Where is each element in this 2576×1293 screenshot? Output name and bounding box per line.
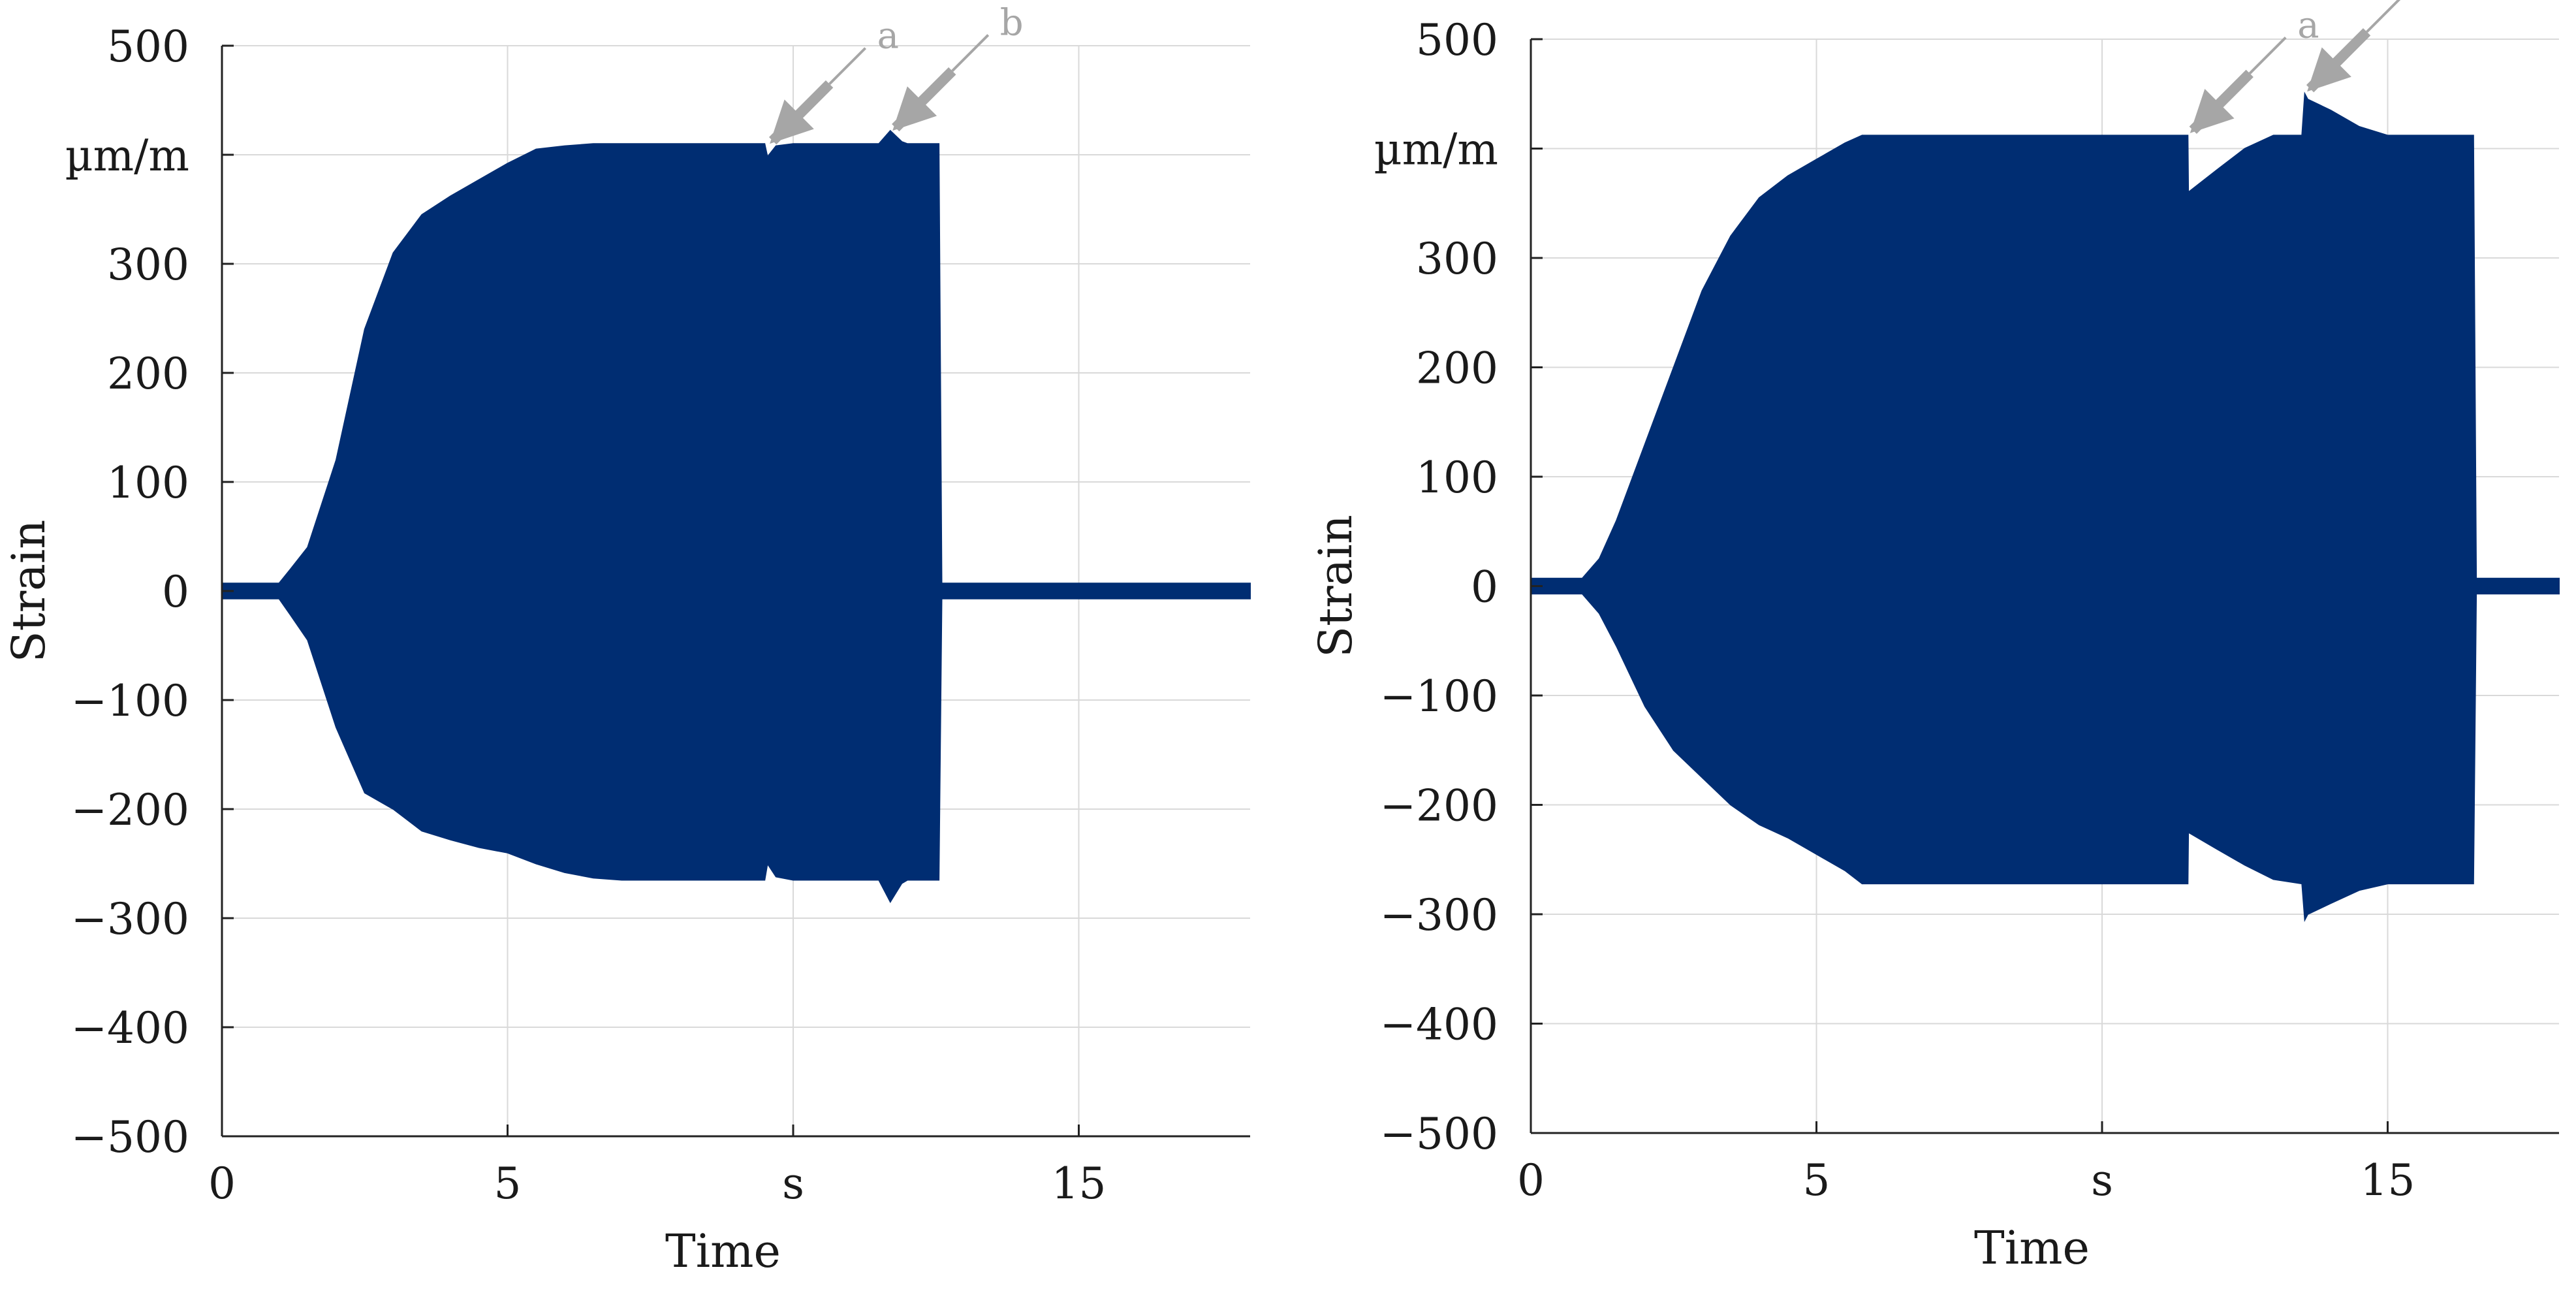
- chart1-xtick-label: s: [782, 1158, 804, 1209]
- chart2-annotation-arrow-b: [2306, 28, 2371, 93]
- chart1-annotation-arrow-a: [768, 80, 834, 145]
- chart2-ytick-label: −200: [1380, 781, 1498, 831]
- chart1-ytick-label: µm/m: [65, 131, 189, 181]
- chart2-xtick-label: s: [2091, 1155, 2113, 1205]
- chart2-xtick-label: 5: [1803, 1155, 1830, 1205]
- chart1-annotation-arrow-b: [892, 67, 956, 132]
- chart2-ytick-label: −300: [1380, 890, 1498, 940]
- chart2-ytick-label: 500: [1416, 15, 1498, 65]
- chart1-ytick-label: −500: [71, 1112, 189, 1162]
- chart2-xtick-label: 0: [1517, 1155, 1545, 1205]
- chart1-xtick-label: 15: [1052, 1158, 1107, 1209]
- chart1-ytick-label: 300: [107, 240, 189, 290]
- chart1-ytick-label: 500: [107, 22, 189, 72]
- chart1-ytick-label: 200: [107, 349, 189, 399]
- strain-chart-left: −500 −400 −300 −200 −100 0 100 200 300 µm/m 500 0 5 s…: [2, 2, 1251, 1278]
- chart2-ytick-label: µm/m: [1374, 125, 1498, 175]
- chart2-annotation-label-a: a: [2297, 4, 2319, 46]
- chart1-annotation-leader-a: [828, 47, 867, 86]
- chart2-ytick-label: −500: [1380, 1109, 1498, 1159]
- chart1-ytick-label: 100: [107, 458, 189, 508]
- chart1-ytick-label: −300: [71, 894, 189, 944]
- chart1-annotation-leader-b: [951, 34, 990, 72]
- chart1-xtick-label: 0: [208, 1158, 236, 1209]
- chart2-annotation-arrow-a: [2189, 69, 2254, 135]
- chart1-ytick-label: −100: [71, 676, 189, 726]
- chart2-annotation-label-b: b: [2415, 0, 2438, 5]
- strain-chart-right: −500 −400 −300 −200 −100 0 100 200 300 µm/m 500 0 5 s…: [1309, 0, 2560, 1275]
- chart2-ytick-label: −400: [1380, 1000, 1498, 1050]
- chart2-annotation-leader-b: [2366, 0, 2401, 33]
- chart2-xtick-label: 15: [2361, 1155, 2415, 1205]
- chart2-annotation-leader-a: [2248, 36, 2287, 74]
- chart2-ytick-label: 300: [1416, 234, 1498, 284]
- chart1-xtick-label: 5: [494, 1158, 522, 1209]
- chart1-y-axis-label: Strain: [2, 520, 55, 663]
- chart2-ytick-label: −100: [1380, 671, 1498, 722]
- chart1-x-axis-label: Time: [665, 1224, 781, 1278]
- chart2-ytick-label: 100: [1416, 453, 1498, 503]
- chart2-ytick-label: 0: [1471, 562, 1498, 613]
- chart2-strain-signal: [1530, 91, 2560, 922]
- chart1-ytick-label: −200: [71, 785, 189, 835]
- chart1-annotation-label-a: a: [877, 15, 899, 57]
- chart1-strain-signal: [221, 129, 1251, 904]
- chart1-ytick-label: −400: [71, 1003, 189, 1053]
- chart2-x-axis-label: Time: [1974, 1221, 2090, 1275]
- chart2-y-axis-label: Strain: [1309, 515, 1362, 658]
- chart1-annotation-label-b: b: [1000, 2, 1024, 44]
- chart2-ytick-label: 200: [1416, 343, 1498, 394]
- chart1-ytick-label: 0: [162, 567, 189, 617]
